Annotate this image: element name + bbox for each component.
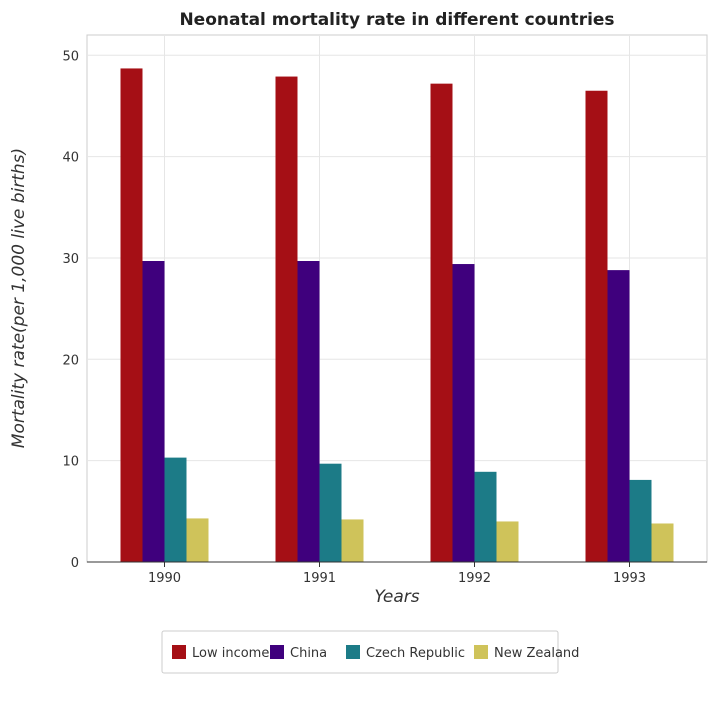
bar-czech-republic-1993 bbox=[629, 479, 652, 562]
legend-swatch bbox=[346, 645, 360, 659]
legend-label: China bbox=[290, 646, 327, 661]
chart-title: Neonatal mortality rate in different cou… bbox=[179, 10, 614, 30]
legend-swatch bbox=[270, 645, 284, 659]
y-tick-label: 0 bbox=[71, 556, 79, 571]
y-tick-label: 40 bbox=[62, 151, 79, 166]
y-tick-label: 50 bbox=[62, 49, 79, 64]
legend-swatch bbox=[474, 645, 488, 659]
x-axis-label: Years bbox=[374, 587, 419, 607]
bar-china-1991 bbox=[297, 261, 320, 562]
bar-new-zealand-1992 bbox=[496, 521, 519, 562]
bars bbox=[120, 68, 674, 563]
bar-china-1993 bbox=[607, 270, 630, 562]
y-axis-label: Mortality rate(per 1,000 live births) bbox=[9, 148, 29, 448]
legend: Low income China Czech Republic New Zealand bbox=[161, 630, 579, 674]
x-tick-label: 1990 bbox=[148, 571, 181, 586]
bar-low-income-1992 bbox=[430, 83, 453, 563]
legend-label: Low income bbox=[192, 646, 269, 661]
legend-swatch bbox=[172, 645, 186, 659]
y-axis-ticks: 0 10 20 30 40 50 bbox=[62, 49, 79, 571]
bar-low-income-1993 bbox=[585, 90, 608, 562]
bar-czech-republic-1992 bbox=[474, 471, 497, 562]
bar-china-1992 bbox=[452, 264, 475, 562]
y-tick-label: 20 bbox=[62, 353, 79, 368]
bar-new-zealand-1993 bbox=[651, 523, 674, 562]
legend-label: Czech Republic bbox=[366, 646, 465, 661]
bar-new-zealand-1991 bbox=[341, 519, 364, 562]
y-tick-label: 10 bbox=[62, 455, 79, 470]
x-tick-label: 1992 bbox=[458, 571, 491, 586]
x-tick-label: 1993 bbox=[613, 571, 646, 586]
bar-czech-republic-1991 bbox=[319, 463, 342, 562]
y-tick-label: 30 bbox=[62, 252, 79, 267]
x-axis-ticks: 1990 1991 1992 1993 bbox=[87, 561, 707, 586]
bar-new-zealand-1990 bbox=[186, 518, 209, 562]
legend-label: New Zealand bbox=[494, 646, 579, 661]
bar-czech-republic-1990 bbox=[164, 457, 187, 562]
x-tick-label: 1991 bbox=[303, 571, 336, 586]
bar-low-income-1990 bbox=[120, 68, 143, 563]
bar-china-1990 bbox=[142, 261, 165, 562]
bar-low-income-1991 bbox=[275, 76, 298, 562]
